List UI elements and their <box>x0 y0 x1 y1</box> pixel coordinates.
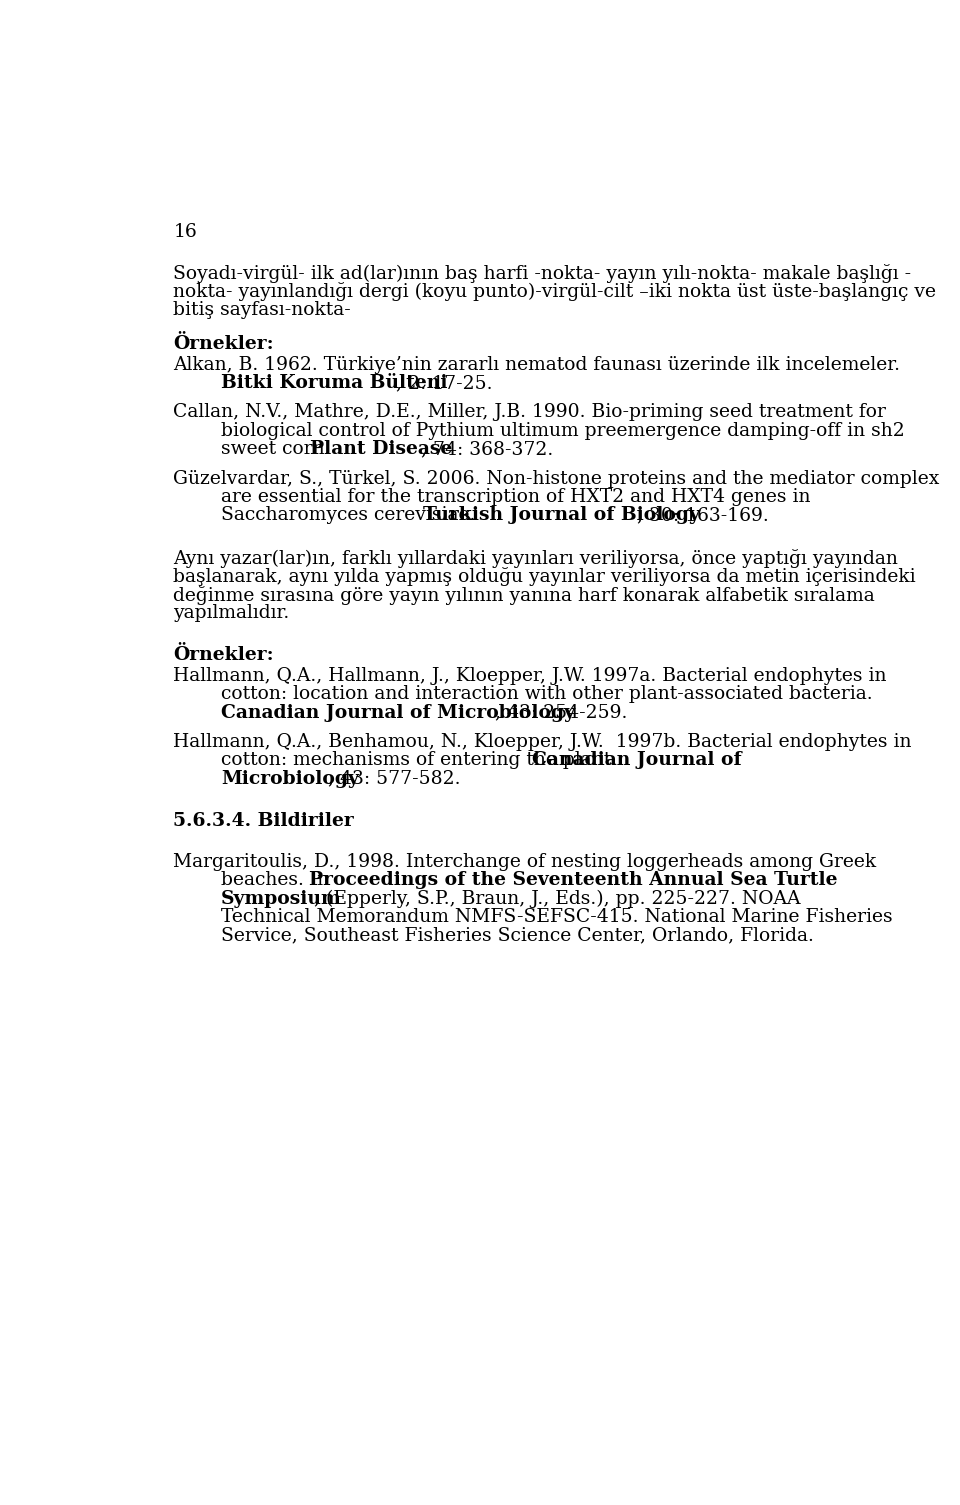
Text: 16: 16 <box>174 223 197 241</box>
Text: Alkan, B. 1962. Türkiye’nin zararlı nematod faunası üzerinde ilk incelemeler.: Alkan, B. 1962. Türkiye’nin zararlı nema… <box>174 355 900 373</box>
Text: Hallmann, Q.A., Hallmann, J., Kloepper, J.W. 1997a. Bacterial endophytes in: Hallmann, Q.A., Hallmann, J., Kloepper, … <box>174 667 887 685</box>
Text: , 2: 17-25.: , 2: 17-25. <box>396 375 492 391</box>
Text: 5.6.3.4. Bildiriler: 5.6.3.4. Bildiriler <box>174 813 354 829</box>
Text: Aynı yazar(lar)ın, farklı yıllardaki yayınları veriliyorsa, önce yaptığı yayında: Aynı yazar(lar)ın, farklı yıllardaki yay… <box>174 549 899 567</box>
Text: Örnekler:: Örnekler: <box>174 336 275 354</box>
Text: Örnekler:: Örnekler: <box>174 646 275 664</box>
Text: biological control of Pythium ultimum preemergence damping-off in sh2: biological control of Pythium ultimum pr… <box>221 421 904 439</box>
Text: değinme sırasına göre yayın yılının yanına harf konarak alfabetik sıralama: değinme sırasına göre yayın yılının yanı… <box>174 585 876 605</box>
Text: Plant Disease: Plant Disease <box>310 441 452 458</box>
Text: beaches. In: beaches. In <box>221 871 335 889</box>
Text: sweet corn.: sweet corn. <box>221 441 336 458</box>
Text: Margaritoulis, D., 1998. Interchange of nesting loggerheads among Greek: Margaritoulis, D., 1998. Interchange of … <box>174 853 876 871</box>
Text: Technical Memorandum NMFS-SEFSC-415. National Marine Fisheries: Technical Memorandum NMFS-SEFSC-415. Nat… <box>221 908 893 926</box>
Text: , 74: 368-372.: , 74: 368-372. <box>420 441 553 458</box>
Text: nokta- yayınlandığı dergi (koyu punto)-virgül-cilt –iki nokta üst üste-başlangıç: nokta- yayınlandığı dergi (koyu punto)-v… <box>174 281 936 301</box>
Text: Symposium: Symposium <box>221 889 342 908</box>
Text: yapılmalıdır.: yapılmalıdır. <box>174 604 290 622</box>
Text: Microbiology: Microbiology <box>221 769 359 787</box>
Text: bitiş sayfası-nokta-: bitiş sayfası-nokta- <box>174 301 351 319</box>
Text: , 43: 577-582.: , 43: 577-582. <box>327 769 460 787</box>
Text: Service, Southeast Fisheries Science Center, Orlando, Florida.: Service, Southeast Fisheries Science Cen… <box>221 927 814 945</box>
Text: cotton: mechanisms of entering the plant.: cotton: mechanisms of entering the plant… <box>221 751 623 769</box>
Text: cotton: location and interaction with other plant-associated bacteria.: cotton: location and interaction with ot… <box>221 685 873 703</box>
Text: Hallmann, Q.A., Benhamou, N., Kloepper, J.W.  1997b. Bacterial endophytes in: Hallmann, Q.A., Benhamou, N., Kloepper, … <box>174 733 912 751</box>
Text: , (Epperly, S.P., Braun, J., Eds.), pp. 225-227. NOAA: , (Epperly, S.P., Braun, J., Eds.), pp. … <box>314 889 801 908</box>
Text: Callan, N.V., Mathre, D.E., Miller, J.B. 1990. Bio-priming seed treatment for: Callan, N.V., Mathre, D.E., Miller, J.B.… <box>174 403 886 421</box>
Text: , 30: 163-169.: , 30: 163-169. <box>637 507 769 524</box>
Text: Canadian Journal of: Canadian Journal of <box>533 751 742 769</box>
Text: Canadian Journal of Microbiology: Canadian Journal of Microbiology <box>221 703 575 721</box>
Text: Proceedings of the Seventeenth Annual Sea Turtle: Proceedings of the Seventeenth Annual Se… <box>309 871 838 889</box>
Text: başlanarak, aynı yılda yapmış olduğu yayınlar veriliyorsa da metin içerisindeki: başlanarak, aynı yılda yapmış olduğu yay… <box>174 567 916 585</box>
Text: Güzelvardar, S., Türkel, S. 2006. Non-histone proteins and the mediator complex: Güzelvardar, S., Türkel, S. 2006. Non-hi… <box>174 470 940 488</box>
Text: Bitki Koruma Bülteni: Bitki Koruma Bülteni <box>221 375 447 391</box>
Text: Soyadı-virgül- ilk ad(lar)ının baş harfi -nokta- yayın yılı-nokta- makale başlığ: Soyadı-virgül- ilk ad(lar)ının baş harfi… <box>174 263 912 283</box>
Text: Saccharomyces cerevisiae.: Saccharomyces cerevisiae. <box>221 507 481 524</box>
Text: , 43: 254-259.: , 43: 254-259. <box>495 703 628 721</box>
Text: are essential for the transcription of HXT2 and HXT4 genes in: are essential for the transcription of H… <box>221 488 810 506</box>
Text: Turkish Journal of Biology: Turkish Journal of Biology <box>422 507 700 524</box>
